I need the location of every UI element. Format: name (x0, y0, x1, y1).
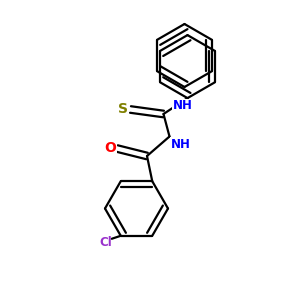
Text: S: S (118, 102, 128, 116)
Text: NH: NH (172, 99, 192, 112)
Text: NH: NH (171, 138, 191, 151)
Text: Cl: Cl (99, 236, 112, 249)
Text: O: O (104, 141, 116, 154)
